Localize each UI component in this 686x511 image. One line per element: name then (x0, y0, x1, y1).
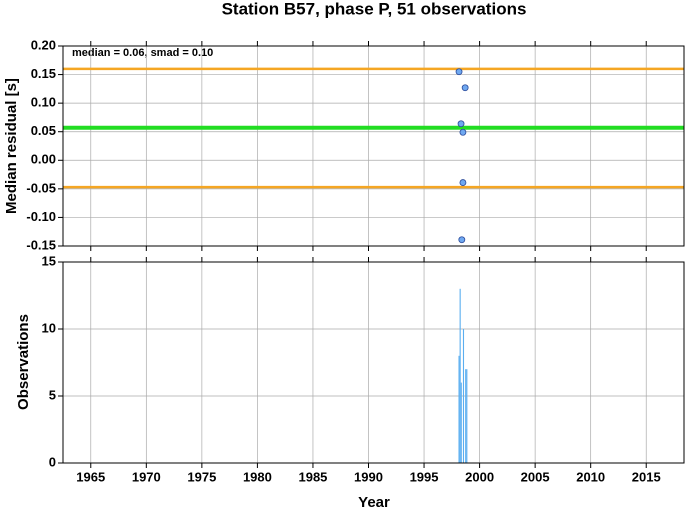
plot-frame (62, 45, 685, 247)
y-tick-label: 0 (49, 454, 56, 469)
point (457, 120, 465, 128)
y-tick-label: 0.10 (31, 95, 56, 110)
x-tick-label: 1965 (76, 469, 105, 484)
bar (462, 329, 465, 463)
y-tick-label: -0.10 (26, 209, 56, 224)
x-tick-label: 2005 (521, 469, 550, 484)
y-tick-label: 0.15 (31, 66, 56, 81)
point (455, 68, 463, 76)
point (458, 236, 466, 244)
annotation: median = 0.06, smad = 0.10 (72, 47, 213, 59)
chart-title: Station B57, phase P, 51 observations (222, 0, 527, 18)
y-tick-label: 15 (42, 253, 56, 268)
bar (465, 369, 467, 463)
y-tick-label: 0.20 (31, 37, 56, 52)
x-tick-label: 2000 (465, 469, 494, 484)
y-tick-label: -0.05 (26, 180, 56, 195)
y-axis-label: Median residual [s] (3, 78, 20, 214)
x-tick-label: 1975 (187, 469, 216, 484)
y-tick-label: -0.15 (26, 237, 56, 252)
y-tick-label: 0.00 (31, 152, 56, 167)
x-tick-label: 1995 (410, 469, 439, 484)
x-tick-label: 1985 (298, 469, 327, 484)
x-axis-label: Year (358, 494, 390, 511)
plot-frame (62, 261, 685, 464)
point (459, 128, 467, 136)
bar (460, 382, 462, 463)
point (459, 179, 467, 186)
bar (458, 355, 460, 463)
x-tick-label: 2010 (576, 469, 605, 484)
y-tick-label: 5 (49, 387, 56, 402)
x-tick-label: 1980 (243, 469, 272, 484)
y-tick-label: 10 (42, 320, 56, 335)
x-tick-label: 1990 (354, 469, 383, 484)
x-tick-label: 1970 (132, 469, 161, 484)
y-axis-label: Observations (15, 314, 32, 410)
bar (466, 369, 468, 463)
point (461, 84, 469, 92)
x-tick-label: 2015 (632, 469, 661, 484)
y-tick-label: 0.05 (31, 123, 56, 138)
bar (459, 288, 461, 463)
